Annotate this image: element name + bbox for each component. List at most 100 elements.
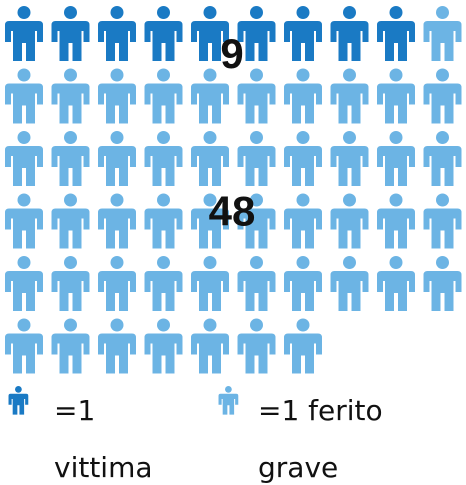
icon-head xyxy=(64,193,77,207)
value-label: 48 xyxy=(209,187,256,234)
icon-body xyxy=(8,393,29,415)
icon-head xyxy=(64,256,77,269)
icon-head xyxy=(343,68,356,82)
person-icon xyxy=(423,68,462,124)
person-icon xyxy=(98,256,136,311)
icon-head xyxy=(436,193,449,207)
person-icon xyxy=(98,68,136,124)
person-icon xyxy=(423,256,462,311)
person-icon xyxy=(377,256,415,311)
person-icon xyxy=(5,318,43,374)
person-icon xyxy=(144,68,183,124)
icon-body xyxy=(330,146,369,186)
icon-body xyxy=(98,333,136,374)
icon-head xyxy=(17,68,31,82)
icon-body xyxy=(5,83,43,124)
icon-body xyxy=(237,146,276,186)
person-icon xyxy=(377,193,415,249)
person-icon xyxy=(218,386,239,415)
icon-body xyxy=(377,271,415,311)
icon-head xyxy=(203,6,217,19)
value-label: 9 xyxy=(220,30,243,77)
icon-body xyxy=(423,271,462,311)
icon-body xyxy=(144,21,183,61)
icon-body xyxy=(237,21,276,61)
icon-head xyxy=(296,193,310,207)
icon-head xyxy=(157,193,170,207)
icon-head xyxy=(157,68,170,82)
icon-head xyxy=(110,256,124,269)
person-icon xyxy=(284,193,322,249)
person-icon xyxy=(98,318,136,374)
person-icon xyxy=(51,68,90,124)
icon-head xyxy=(203,193,217,207)
icon-head xyxy=(203,318,217,332)
icon-head xyxy=(110,193,124,207)
person-icon xyxy=(144,256,183,311)
icon-body xyxy=(144,146,183,186)
icon-head xyxy=(296,256,310,269)
person-icon xyxy=(51,318,90,374)
icon-head xyxy=(17,193,31,207)
icon-body xyxy=(98,271,136,311)
icon-head xyxy=(64,318,77,332)
icon-body xyxy=(5,21,43,61)
icon-head xyxy=(203,131,217,144)
icon-head xyxy=(203,68,217,82)
icon-body xyxy=(330,83,369,124)
icon-head xyxy=(389,131,403,144)
person-icon xyxy=(237,256,276,311)
person-icon xyxy=(191,256,229,311)
person-icon xyxy=(237,6,276,61)
icon-body xyxy=(423,21,462,61)
icon-body xyxy=(284,271,322,311)
icon-body xyxy=(5,208,43,249)
icon-head xyxy=(110,131,124,144)
icon-body xyxy=(377,21,415,61)
icon-head xyxy=(157,131,170,144)
person-icon xyxy=(237,193,276,249)
person-icon xyxy=(51,131,90,186)
icon-body xyxy=(98,208,136,249)
person-icon xyxy=(191,131,229,186)
icon-head xyxy=(389,6,403,19)
icon-head xyxy=(389,193,403,207)
person-icon xyxy=(377,6,415,61)
icon-body xyxy=(423,208,462,249)
icon-body xyxy=(284,146,322,186)
person-icon xyxy=(284,318,322,374)
person-icon xyxy=(51,256,90,311)
icon-head xyxy=(15,386,22,393)
person-icon xyxy=(330,6,369,61)
icon-body xyxy=(144,271,183,311)
icon-head xyxy=(296,6,310,19)
icon-body xyxy=(330,208,369,249)
icon-head xyxy=(250,6,263,19)
icon-head xyxy=(436,6,449,19)
icon-head xyxy=(296,318,310,332)
icon-body xyxy=(284,333,322,374)
icon-body xyxy=(51,83,90,124)
person-icon xyxy=(330,256,369,311)
icon-head xyxy=(296,68,310,82)
person-icon xyxy=(5,256,43,311)
icon-body xyxy=(377,146,415,186)
icon-head xyxy=(157,318,170,332)
person-icon xyxy=(377,131,415,186)
icon-body xyxy=(98,83,136,124)
person-icon xyxy=(330,193,369,249)
person-icon xyxy=(144,131,183,186)
person-icon xyxy=(98,131,136,186)
person-icon xyxy=(284,68,322,124)
icon-head xyxy=(157,6,170,19)
icon-body xyxy=(5,146,43,186)
person-icon xyxy=(330,131,369,186)
icon-head xyxy=(250,193,263,207)
person-icon xyxy=(8,386,29,415)
icon-head xyxy=(157,256,170,269)
icon-head xyxy=(343,131,356,144)
icon-head xyxy=(17,131,31,144)
icon-head xyxy=(343,256,356,269)
person-icon xyxy=(144,6,183,61)
